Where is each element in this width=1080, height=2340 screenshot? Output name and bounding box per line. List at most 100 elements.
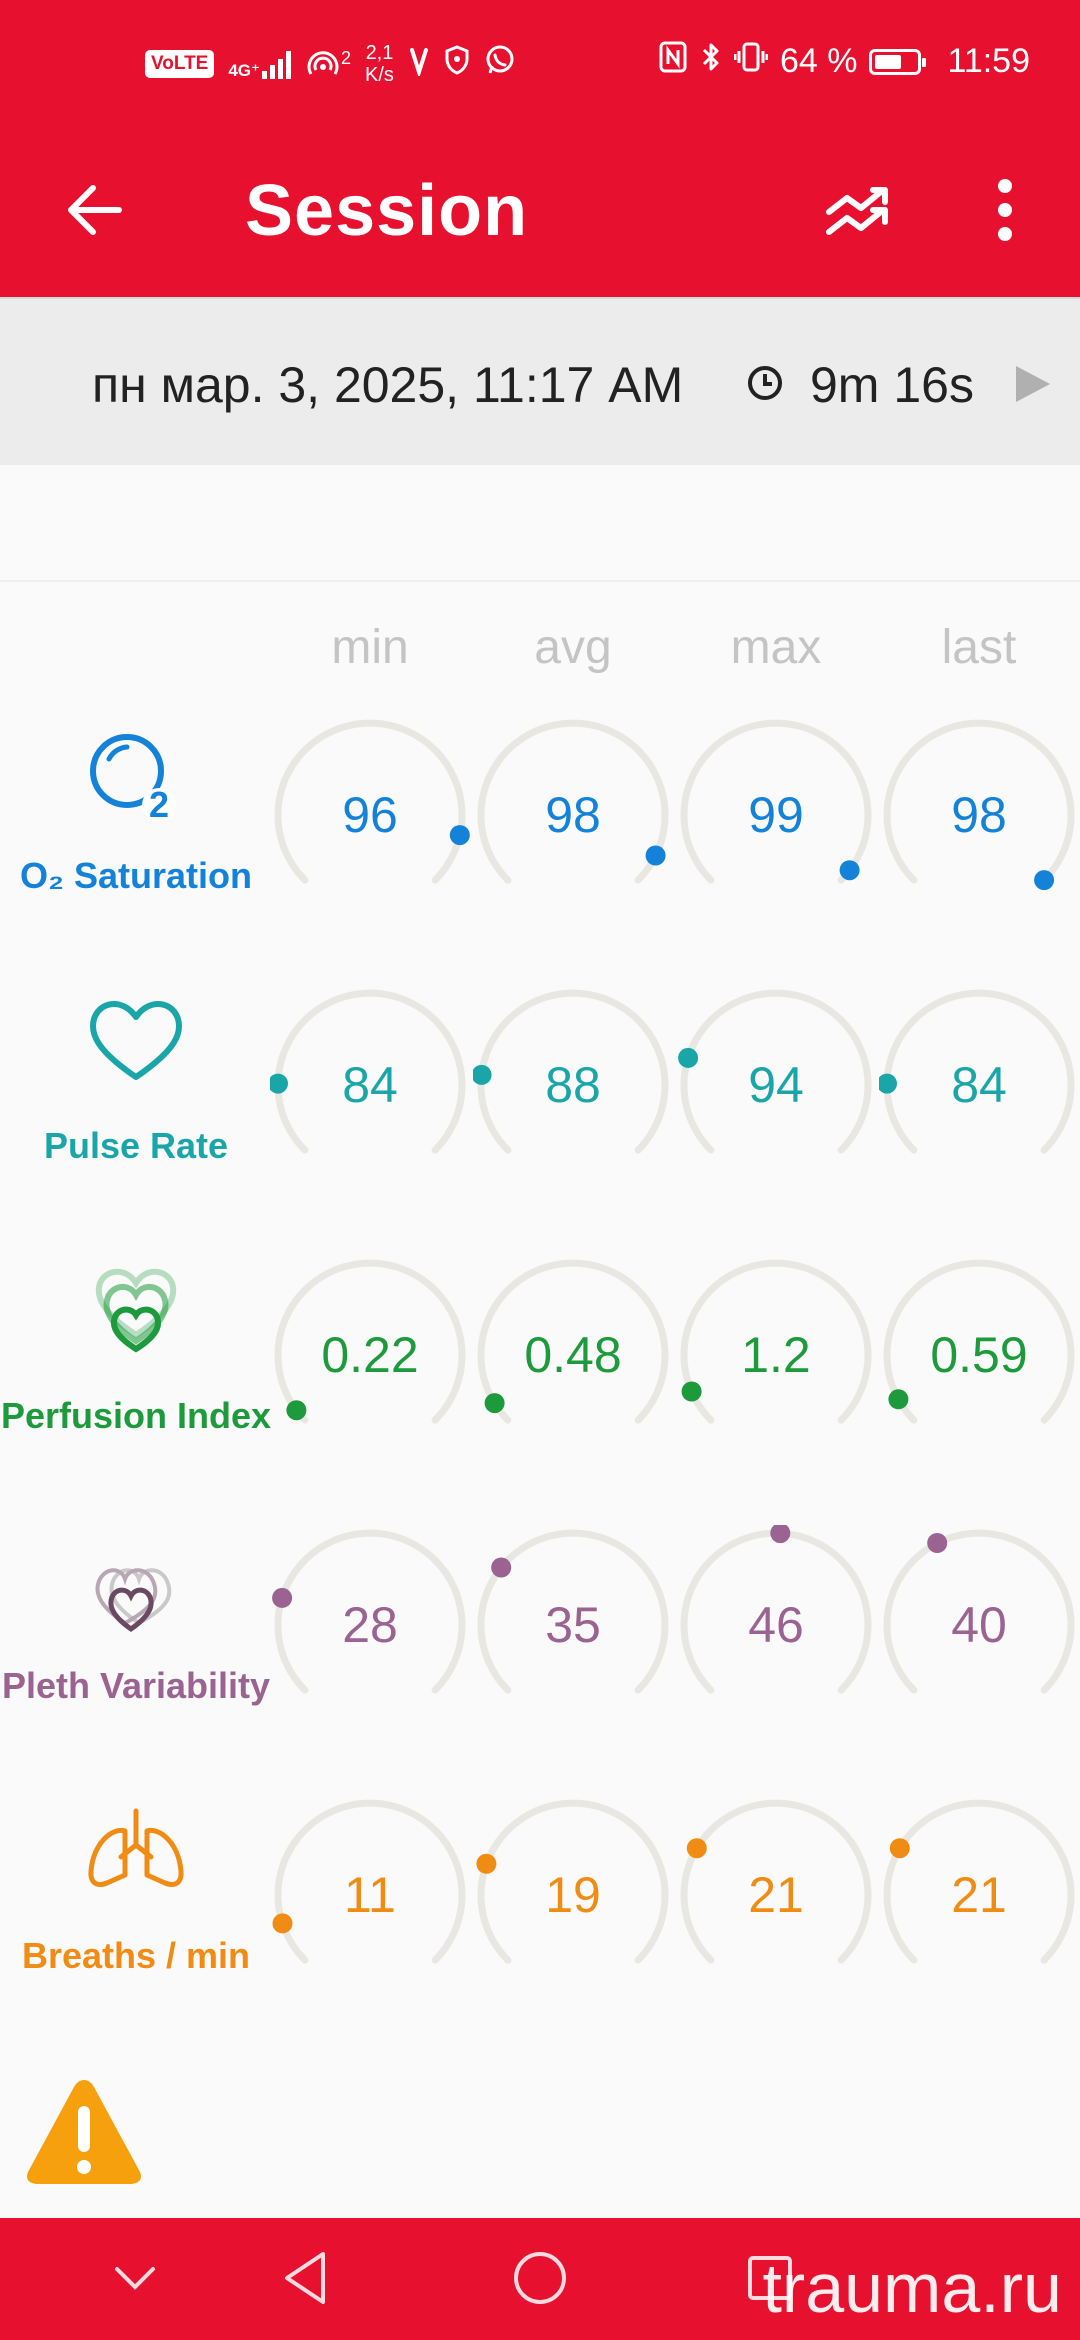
gauge-track [680, 1799, 872, 1964]
gauge-track [270, 989, 466, 1154]
gauge-value: 11 [344, 1867, 396, 1923]
gauge-indicator-dot [272, 1587, 293, 1608]
gauge-track [476, 1799, 669, 1964]
signal-bars-icon [262, 49, 291, 79]
gauge-indicator-dot [286, 1400, 307, 1421]
pleth-variability-icon [0, 1557, 272, 1637]
status-bar-left: VoLTE 4G⁺ 2 2,1 K/s [145, 42, 516, 86]
gauge-rr-avg: 19 [473, 1795, 673, 1995]
nav-collapse-button[interactable] [90, 2238, 180, 2318]
nav-back-button[interactable] [262, 2238, 352, 2318]
triangle-back-icon [285, 2252, 325, 2304]
gauge-indicator-dot [879, 1073, 897, 1094]
metric-label-pvi: Pleth Variability [1, 1665, 271, 1706]
arrow-left-icon [68, 185, 122, 235]
system-navigation-bar [0, 2218, 1080, 2340]
metric-label-spo2: O₂ Saturation [19, 855, 252, 896]
gauge-value: 98 [545, 787, 601, 843]
back-button[interactable] [50, 165, 140, 255]
gauge-track [678, 989, 872, 1154]
gauge-pvi-avg: 35 [473, 1525, 673, 1725]
gauge-pvi-max: 46 [676, 1525, 876, 1725]
bluetooth-icon [700, 40, 722, 83]
lungs-icon [0, 1805, 272, 1895]
gauge-value: 21 [951, 1867, 1007, 1923]
gauge-value: 40 [951, 1597, 1007, 1653]
gauge-track [680, 719, 872, 884]
gauge-value: 98 [951, 787, 1007, 843]
gauge-value: 0.22 [321, 1327, 419, 1383]
square-recents-icon [748, 2256, 792, 2300]
whatsapp-icon [484, 44, 516, 84]
gauge-pvi-min: 28 [270, 1525, 470, 1725]
gauge-track [680, 1525, 872, 1694]
gauge-indicator-dot [484, 1393, 505, 1414]
gauge-indicator-dot [476, 1853, 497, 1874]
battery-percent: 64 % [779, 42, 858, 80]
gauge-indicator-dot [889, 1838, 910, 1859]
gauge-spo2-avg: 98 [473, 715, 673, 915]
gauge-track [272, 1799, 466, 1964]
gauge-rr-max: 21 [676, 1795, 876, 1995]
session-info-bar: пн мар. 3, 2025, 11:17 AM 9m 16s [0, 297, 1080, 465]
gauge-value: 84 [951, 1057, 1007, 1113]
gauge-indicator-dot [686, 1838, 707, 1859]
vibrate-icon [733, 40, 769, 83]
app-toolbar: Session [0, 130, 1080, 297]
gauge-value: 84 [342, 1057, 398, 1113]
gauge-indicator-dot [888, 1389, 909, 1410]
gauge-spo2-max: 99 [676, 715, 876, 915]
gauge-indicator-dot [270, 1073, 288, 1094]
play-button[interactable] [1010, 362, 1060, 406]
gauge-track [272, 1529, 466, 1694]
gauge-indicator-dot [678, 1047, 699, 1068]
gauge-track [883, 719, 1075, 891]
gauge-value: 0.48 [524, 1327, 622, 1383]
gauge-spo2-last: 98 [879, 715, 1079, 915]
shield-icon [444, 45, 470, 83]
net-speed-value: 2,1 [365, 42, 394, 64]
session-date: пн мар. 3, 2025, 11:17 AM [92, 357, 684, 413]
status-bar-right: 64 % 11:59 [658, 40, 1030, 83]
gauge-track [274, 719, 470, 884]
gauge-track [477, 719, 669, 884]
column-header-min: min [331, 621, 409, 674]
warning-button[interactable] [22, 2072, 146, 2192]
gauge-value: 99 [748, 787, 804, 843]
gauge-value: 1.2 [741, 1327, 811, 1383]
gauge-track [883, 1529, 1075, 1694]
gauge-track [680, 1259, 872, 1424]
nav-recents-button[interactable] [725, 2238, 815, 2318]
section-divider [0, 580, 1080, 582]
battery-icon [869, 48, 927, 75]
metric-label-pi: Perfusion Index [0, 1395, 272, 1436]
gauge-track [883, 1259, 1075, 1424]
chevron-down-icon [115, 2267, 155, 2290]
overflow-menu-button[interactable] [965, 165, 1045, 255]
gauge-indicator-dot [449, 825, 470, 846]
gauge-value: 88 [545, 1057, 601, 1113]
gauge-value: 94 [748, 1057, 804, 1113]
column-header-avg: avg [534, 621, 612, 674]
gauge-value: 46 [748, 1597, 804, 1653]
nfc-icon [658, 40, 688, 83]
gauge-pi-last: 0.59 [879, 1255, 1079, 1455]
gauge-rr-min: 11 [270, 1795, 470, 1995]
column-header-max: max [730, 621, 822, 674]
metric-label-pulse: Pulse Rate [43, 1125, 229, 1166]
gauge-rr-last: 21 [879, 1795, 1079, 1995]
clock-time: 11:59 [947, 42, 1030, 80]
column-header-last: last [941, 621, 1017, 674]
hotspot-icon: 2 [305, 48, 351, 80]
trend-chart-icon [826, 187, 888, 235]
net-speed-unit: K/s [365, 64, 394, 86]
network-type: 4G⁺ [228, 61, 260, 80]
trends-button[interactable] [820, 165, 910, 255]
heart-icon [0, 995, 272, 1085]
more-vertical-icon [998, 179, 1012, 241]
gauge-track [477, 1259, 669, 1424]
gauge-indicator-dot [770, 1525, 791, 1544]
gauge-value: 19 [545, 1867, 601, 1923]
page-title: Session [245, 171, 529, 251]
nav-home-button[interactable] [495, 2238, 585, 2318]
